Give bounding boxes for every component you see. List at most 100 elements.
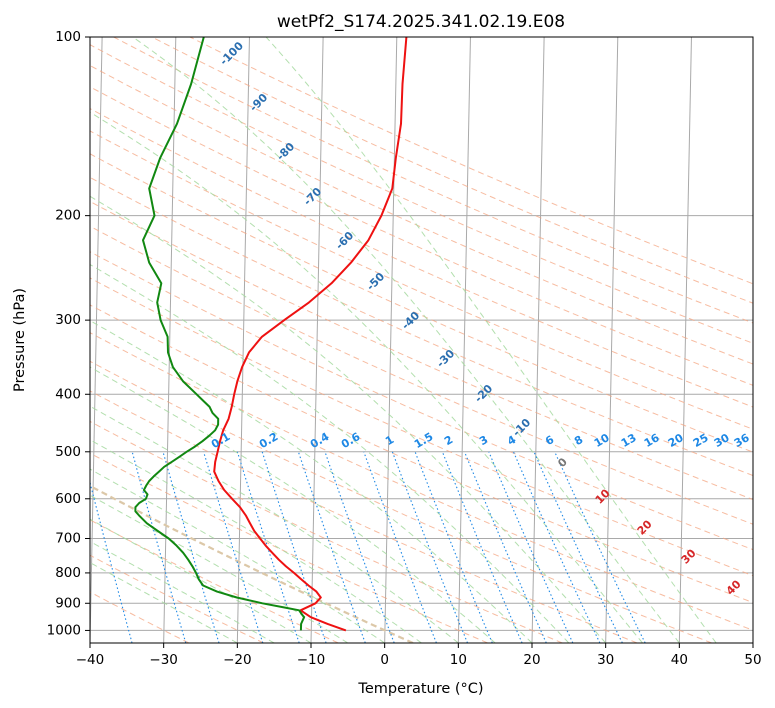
y-tick-label: 300 xyxy=(55,312,81,328)
isotherm-line xyxy=(163,37,177,643)
isotherm-line xyxy=(531,37,545,643)
dry-adiabat-line xyxy=(90,225,753,525)
x-tick-label: 40 xyxy=(671,652,688,668)
x-axis-label: Temperature (°C) xyxy=(357,681,483,697)
y-tick-label: 900 xyxy=(55,595,81,611)
mixing-ratio-label: 2 xyxy=(442,433,455,448)
isotherm-line xyxy=(678,37,692,643)
moist-adiabat-line xyxy=(90,439,422,643)
y-tick-label: 1000 xyxy=(47,622,81,638)
dry-adiabat-label: -20 xyxy=(472,382,495,405)
mixing-ratio-line xyxy=(90,480,133,643)
moist-adiabat-line xyxy=(90,319,533,643)
mixing-ratio-line xyxy=(512,451,601,643)
mixing-ratio-label: 13 xyxy=(619,431,639,450)
y-tick-label: 500 xyxy=(55,444,81,460)
y-tick-label: 400 xyxy=(55,386,81,402)
moist-adiabat-line xyxy=(90,405,459,643)
dry-adiabat-label: -60 xyxy=(333,229,356,252)
axis-ticks: −40 −30 −20 −10 0 10 20 30 40 5010020030040050060… xyxy=(47,29,762,668)
mixing-ratio-line xyxy=(261,451,327,643)
mixing-ratio-label: 1 xyxy=(383,433,396,448)
moist-adiabat-label: 40 xyxy=(724,577,744,597)
mixing-ratio-line xyxy=(297,451,366,643)
x-tick-label: −40 xyxy=(76,652,105,668)
x-tick-label: 30 xyxy=(597,652,614,668)
dry-adiabat-line xyxy=(90,86,753,386)
mixing-ratio-line xyxy=(162,451,220,643)
isotherm-line xyxy=(457,37,471,643)
y-tick-label: 800 xyxy=(55,565,81,581)
mixing-ratio-line xyxy=(236,451,300,643)
isotherm-line xyxy=(605,37,619,643)
y-tick-label: 700 xyxy=(55,531,81,547)
mixing-ratio-label: 36 xyxy=(732,431,752,450)
dry-adiabat-label: -70 xyxy=(301,185,324,208)
mixing-ratio-label: 25 xyxy=(691,431,711,450)
moist-adiabat-line xyxy=(90,468,385,643)
dry-adiabat-line xyxy=(90,390,638,643)
x-tick-label: 10 xyxy=(450,652,467,668)
mixing-ratio-label: 3 xyxy=(477,433,490,448)
dry-adiabat-label: -40 xyxy=(399,309,422,332)
y-tick-label: 200 xyxy=(55,208,81,224)
dry-adiabat-line xyxy=(90,591,190,643)
moist-adiabat-line xyxy=(90,494,349,643)
isotherm-line xyxy=(384,37,398,643)
plot-frame xyxy=(89,36,754,644)
x-tick-label: 0 xyxy=(380,652,389,668)
moist-adiabat-label: 0 xyxy=(555,455,570,470)
mixing-ratio-line xyxy=(414,451,493,643)
reference-adiabat-line xyxy=(90,484,414,643)
y-tick-label: 600 xyxy=(55,491,81,507)
mixing-ratio-line xyxy=(131,451,187,643)
dry-adiabat-line xyxy=(90,360,712,643)
temperature-line xyxy=(213,37,408,632)
dry-adiabat-label: -80 xyxy=(274,140,297,163)
mixing-ratio-label: 10 xyxy=(592,431,612,450)
mixing-ratio-label: 16 xyxy=(642,431,662,450)
dry-adiabat-label: -30 xyxy=(434,347,457,370)
moist-adiabat-line xyxy=(90,195,607,643)
dry-adiabat-label: -50 xyxy=(364,270,387,293)
mixing-ratio-label: 6 xyxy=(543,433,556,448)
isotherm-line xyxy=(752,618,753,643)
dry-adiabat-line xyxy=(90,65,753,365)
dry-adiabat-line xyxy=(90,44,753,344)
mixing-ratio-label: 1.5 xyxy=(412,430,435,451)
mixing-ratio-label: 0.4 xyxy=(308,430,332,451)
dry-adiabat-label: -100 xyxy=(217,39,246,68)
moist-adiabat-line xyxy=(132,37,680,643)
dry-adiabat-label: -10 xyxy=(510,416,533,439)
dry-adiabat-line xyxy=(90,130,753,430)
moist-adiabat-label: 10 xyxy=(593,486,613,506)
x-tick-label: −30 xyxy=(149,652,178,668)
x-tick-label: 20 xyxy=(523,652,540,668)
dewpoint-line xyxy=(134,37,306,631)
moist-adiabat-line xyxy=(90,540,275,643)
moist-adiabat-line xyxy=(90,263,570,643)
mixing-ratio-label: 30 xyxy=(712,431,732,450)
dry-adiabat-line xyxy=(90,108,753,408)
mixing-ratio-line xyxy=(324,451,395,643)
moist-adiabat-line xyxy=(90,111,643,643)
mixing-ratio-line xyxy=(35,452,81,643)
profile-traces xyxy=(134,37,408,632)
mixing-ratio-line xyxy=(203,451,264,643)
y-tick-label: 100 xyxy=(55,29,81,45)
chart-title: wetPf2_S174.2025.341.02.19.E08 xyxy=(277,12,565,32)
background-lines xyxy=(35,37,753,643)
isotherm-line xyxy=(310,37,324,643)
dry-adiabat-line xyxy=(90,452,488,643)
dry-adiabat-line xyxy=(151,37,753,304)
y-axis-label: Pressure (hPa) xyxy=(12,288,28,392)
x-tick-label: −20 xyxy=(223,652,252,668)
moist-adiabat-line xyxy=(90,366,496,643)
dry-adiabat-line xyxy=(90,251,753,551)
dry-adiabat-line xyxy=(90,200,753,501)
mixing-ratio-line xyxy=(363,451,437,643)
dry-adiabat-line xyxy=(90,176,753,477)
dry-adiabat-line xyxy=(189,37,753,285)
moist-adiabat-line xyxy=(90,518,312,643)
